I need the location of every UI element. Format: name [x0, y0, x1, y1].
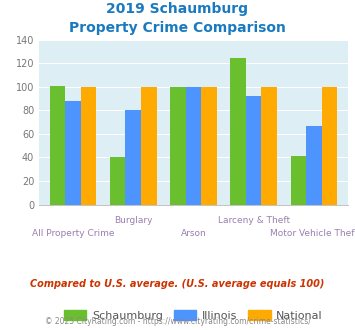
Text: Compared to U.S. average. (U.S. average equals 100): Compared to U.S. average. (U.S. average … [30, 279, 325, 289]
Text: © 2025 CityRating.com - https://www.cityrating.com/crime-statistics/: © 2025 CityRating.com - https://www.city… [45, 317, 310, 326]
Text: Larceny & Theft: Larceny & Theft [218, 216, 290, 225]
Text: Property Crime Comparison: Property Crime Comparison [69, 21, 286, 35]
Bar [50, 85, 65, 205]
Bar [65, 101, 81, 205]
Bar [110, 157, 125, 205]
Bar [141, 87, 157, 205]
Bar [230, 58, 246, 205]
Text: 2019 Schaumburg: 2019 Schaumburg [106, 2, 248, 16]
Bar [246, 96, 262, 205]
Bar [170, 87, 186, 205]
Text: All Property Crime: All Property Crime [32, 229, 114, 238]
Text: Arson: Arson [181, 229, 206, 238]
Bar [81, 87, 97, 205]
Bar [201, 87, 217, 205]
Bar [186, 87, 201, 205]
Bar [306, 126, 322, 205]
Legend: Schaumburg, Illinois, National: Schaumburg, Illinois, National [60, 306, 327, 325]
Bar [262, 87, 277, 205]
Bar [322, 87, 337, 205]
Text: Burglary: Burglary [114, 216, 153, 225]
Bar [290, 156, 306, 205]
Bar [125, 110, 141, 205]
Text: Motor Vehicle Theft: Motor Vehicle Theft [270, 229, 355, 238]
